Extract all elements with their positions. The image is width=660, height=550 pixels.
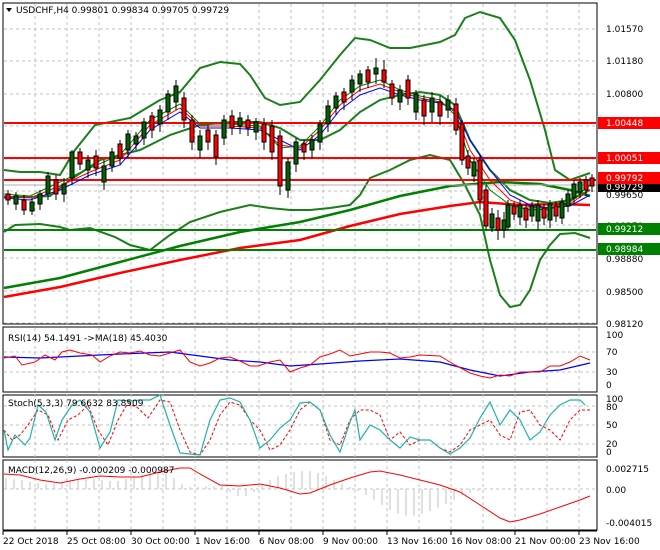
svg-text:0.002715: 0.002715 <box>606 465 649 475</box>
svg-text:1.01570: 1.01570 <box>606 25 643 35</box>
stoch-axis: 100 80 50 20 0 <box>606 395 623 458</box>
stoch-panel[interactable] <box>2 394 598 458</box>
svg-text:23 Nov 16:00: 23 Nov 16:00 <box>579 537 640 547</box>
stoch-main-line <box>3 394 586 456</box>
bollinger-upper <box>3 10 591 182</box>
svg-text:30 Oct 00:00: 30 Oct 00:00 <box>131 537 190 547</box>
svg-text:-0.004015: -0.004015 <box>606 519 652 529</box>
rsi-axis: 100 70 30 0 <box>606 331 623 391</box>
svg-text:0.98984: 0.98984 <box>606 245 643 255</box>
svg-text:0.98120: 0.98120 <box>606 320 643 330</box>
svg-text:22 Oct 2018: 22 Oct 2018 <box>3 537 59 547</box>
svg-text:0.98880: 0.98880 <box>606 255 643 265</box>
rsi-panel[interactable] <box>2 326 598 393</box>
svg-text:1.00800: 1.00800 <box>606 90 643 100</box>
svg-text:1 Nov 16:00: 1 Nov 16:00 <box>195 537 250 547</box>
svg-text:100: 100 <box>606 331 623 341</box>
svg-text:6 Nov 08:00: 6 Nov 08:00 <box>259 537 314 547</box>
main-chart-panel[interactable] <box>2 2 598 325</box>
svg-text:0.99212: 0.99212 <box>606 225 643 235</box>
svg-text:13 Nov 16:00: 13 Nov 16:00 <box>387 537 448 547</box>
svg-text:1.00051: 1.00051 <box>606 154 643 164</box>
collapse-arrow-icon[interactable] <box>6 8 12 12</box>
time-axis: 22 Oct 2018 25 Oct 08:00 30 Oct 00:00 1 … <box>2 530 640 547</box>
ma-short-blue <box>3 87 591 209</box>
rsi-line <box>3 349 591 379</box>
stoch-signal-line <box>3 399 590 456</box>
svg-text:0.99729: 0.99729 <box>606 183 643 193</box>
svg-text:0.99792: 0.99792 <box>606 174 643 184</box>
svg-text:1.01180: 1.01180 <box>606 57 643 67</box>
macd-label: MACD(12,26,9) -0.000209 -0.000987 <box>8 466 174 476</box>
svg-text:16 Nov 08:00: 16 Nov 08:00 <box>451 537 512 547</box>
svg-text:80: 80 <box>606 403 618 413</box>
svg-text:0.98500: 0.98500 <box>606 288 643 298</box>
svg-text:70: 70 <box>606 348 618 358</box>
rsi-label: RSI(14) 54.1491 ->MA(18) 45.4030 <box>8 334 168 344</box>
macd-signal-line <box>3 467 591 523</box>
svg-text:0: 0 <box>606 448 612 458</box>
level-tags: 1.00448 1.00051 0.99729 0.99650 0.99792 … <box>598 117 660 255</box>
macd-axis: 0.002715 0.00 -0.004015 <box>606 465 652 529</box>
bollinger-lower <box>3 153 591 309</box>
svg-text:1.00448: 1.00448 <box>606 119 643 129</box>
svg-text:0.99650: 0.99650 <box>606 191 643 201</box>
svg-text:20: 20 <box>606 440 618 450</box>
ma-long-green <box>3 180 591 290</box>
macd-panel[interactable] <box>2 459 598 531</box>
svg-text:50: 50 <box>606 421 618 431</box>
svg-text:25 Oct 08:00: 25 Oct 08:00 <box>67 537 126 547</box>
svg-text:0: 0 <box>606 381 612 391</box>
stoch-label: Stoch(5,3,3) 79.6632 83.8509 <box>8 399 144 409</box>
symbol-ohlc-label: USDCHF,H4 0.99801 0.99834 0.99705 0.9972… <box>16 6 229 16</box>
svg-text:30: 30 <box>606 368 618 378</box>
svg-text:21 Nov 00:00: 21 Nov 00:00 <box>515 537 576 547</box>
svg-text:0.00: 0.00 <box>606 486 626 496</box>
svg-text:9 Nov 00:00: 9 Nov 00:00 <box>323 537 378 547</box>
svg-text:100: 100 <box>606 395 623 405</box>
candlesticks <box>5 58 595 240</box>
